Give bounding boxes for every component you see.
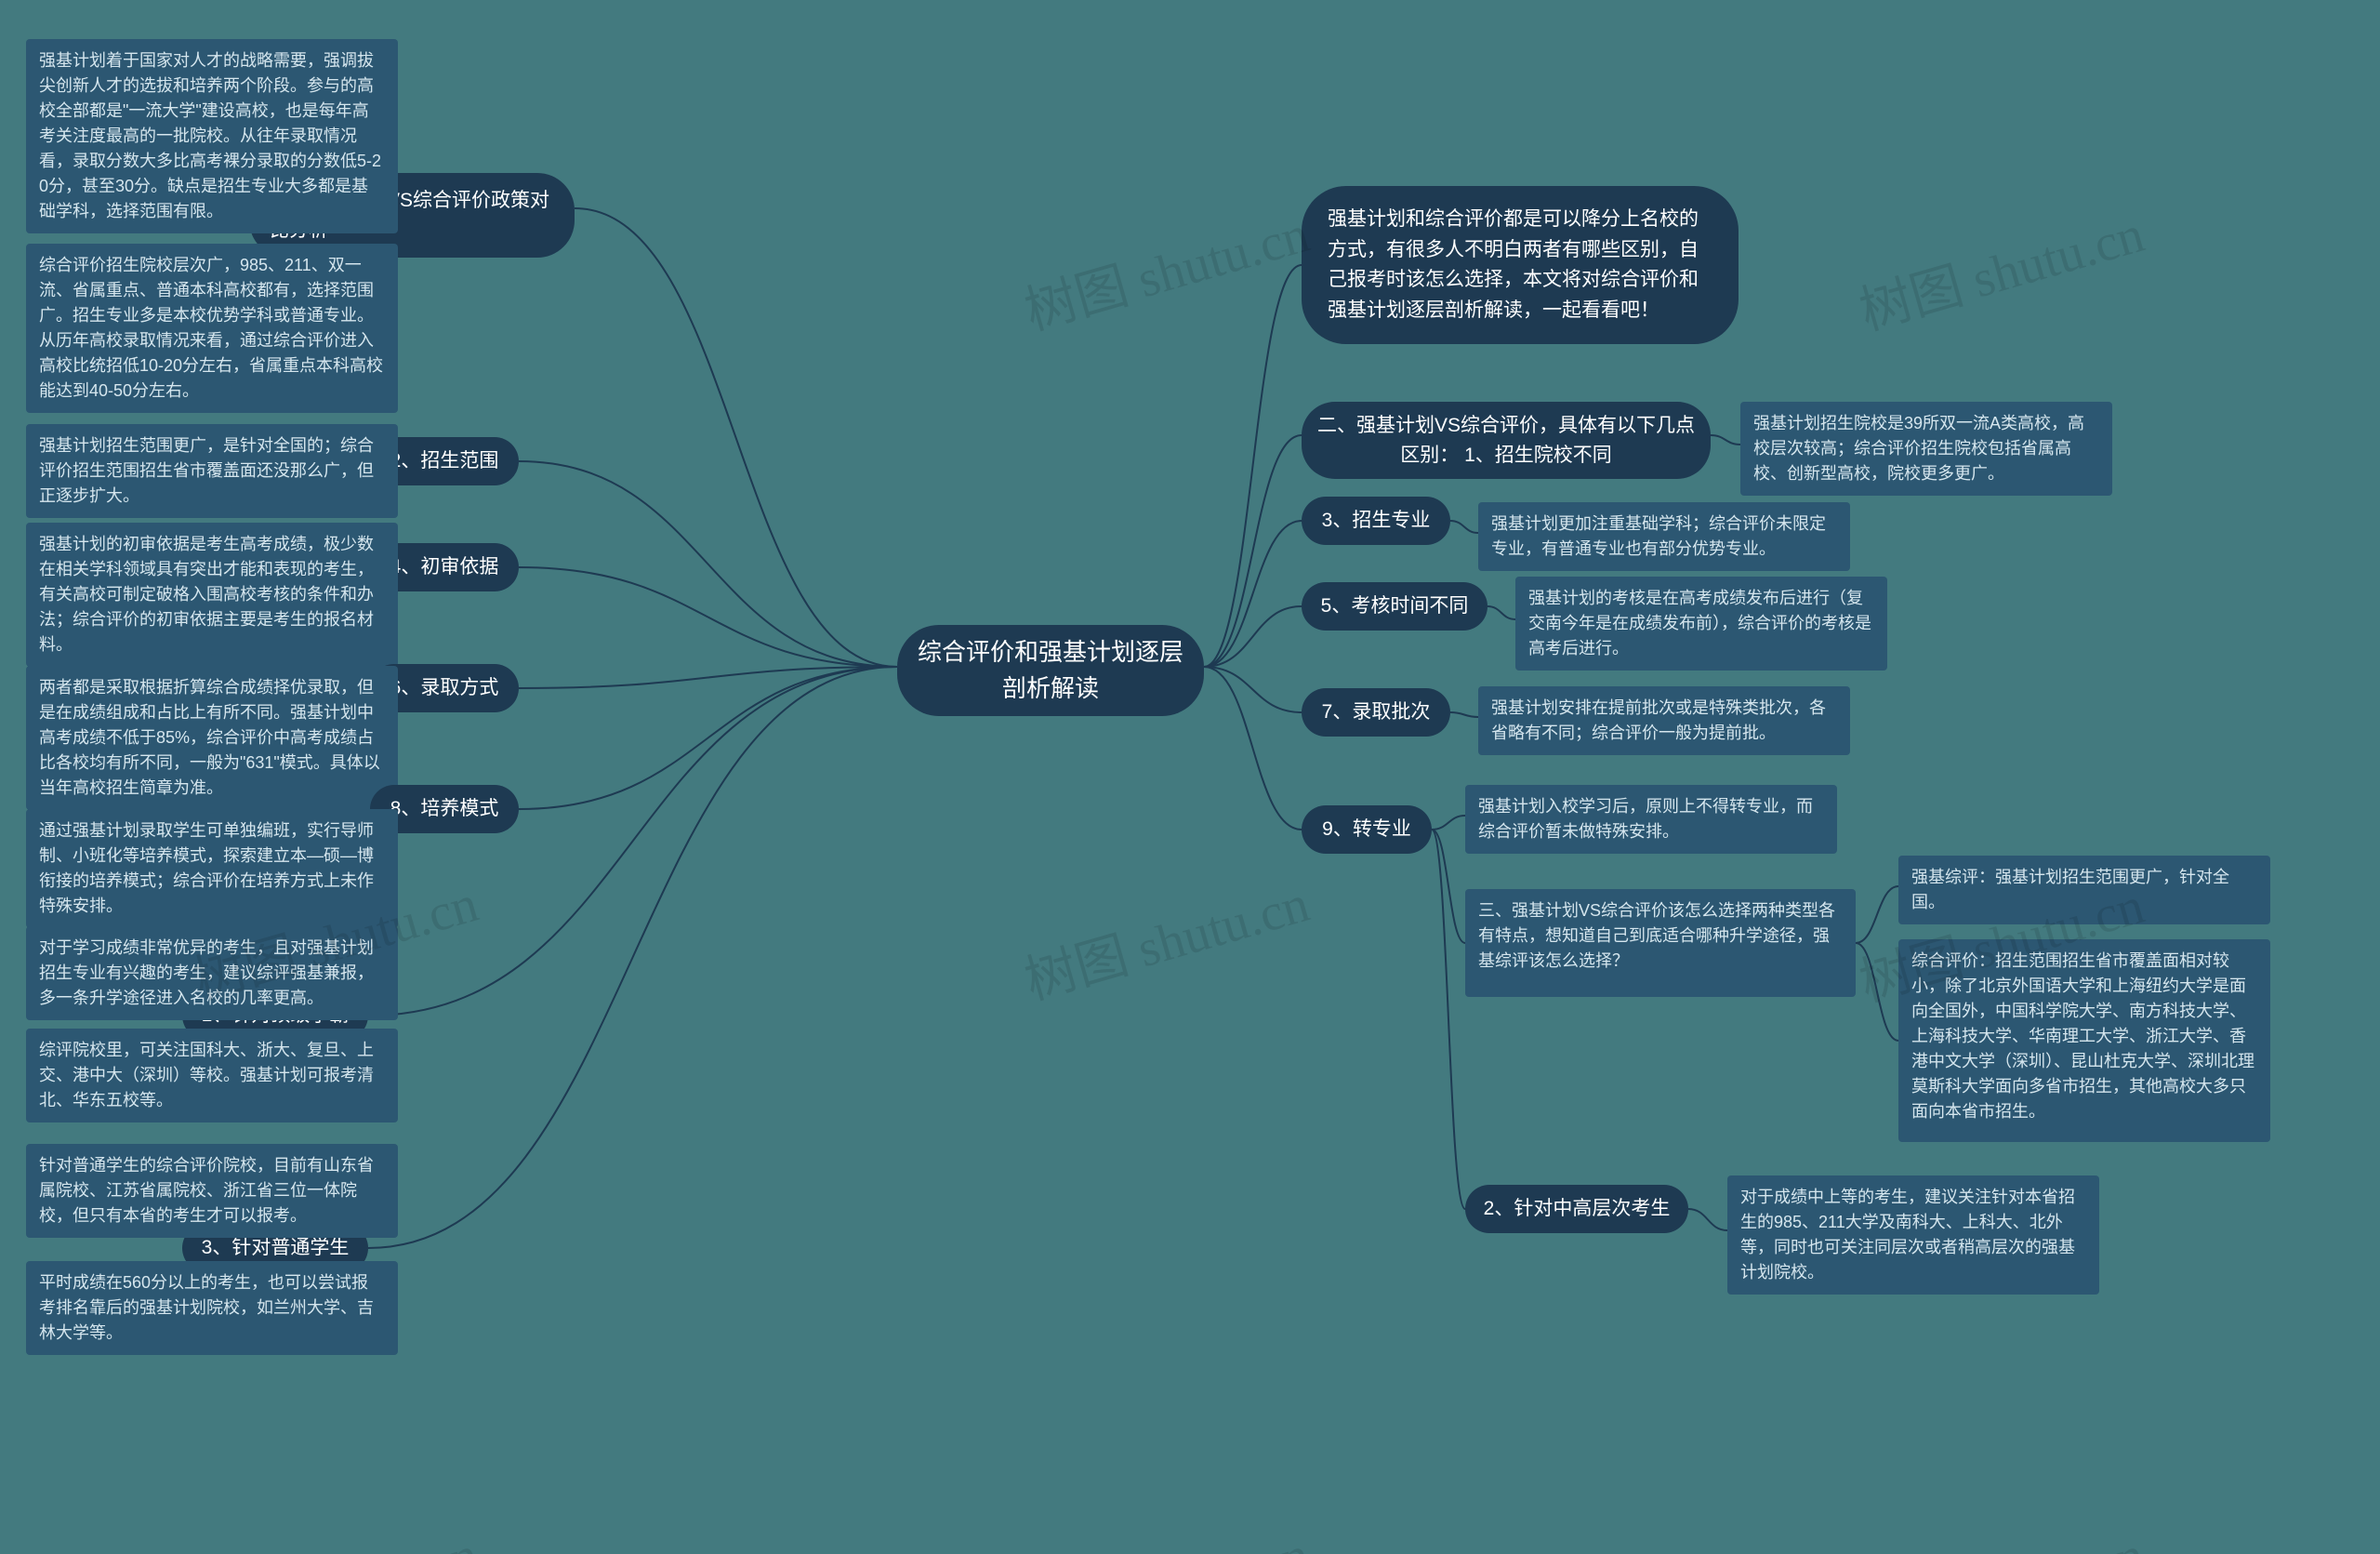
edge [1432, 816, 1465, 830]
edge [1488, 606, 1515, 619]
edge [368, 667, 897, 1016]
leaf-node-b6l1: 对于学习成绩非常优异的考生，且对强基计划招生专业有兴趣的考生，建议综评强基兼报，… [26, 926, 398, 1020]
leaf-node-b1l2: 综合评价招生院校层次广，985、211、双一流、省属重点、普通本科高校都有，选择… [26, 244, 398, 413]
leaf-node-b2l1: 强基计划招生范围更广，是针对全国的；综合评价招生范围招生省市覆盖面还没那么广，但… [26, 424, 398, 518]
edge [1204, 667, 1302, 712]
leaf-node-b7l2: 平时成绩在560分以上的考生，也可以尝试报考排名靠后的强基计划院校，如兰州大学、… [26, 1261, 398, 1355]
branch-node-r2: 3、招生专业 [1302, 497, 1450, 545]
leaf-node-r6l1: 强基综评：强基计划招生范围更广，针对全国。 [1898, 856, 2270, 924]
edge [519, 461, 897, 667]
edge [1450, 521, 1478, 533]
leaf-node-b7l1: 针对普通学生的综合评价院校，目前有山东省属院校、江苏省属院校、浙江省三位一体院校… [26, 1144, 398, 1238]
watermark: 树图 shutu.cn [1015, 193, 1316, 345]
edge [519, 567, 897, 667]
edge [1204, 667, 1302, 830]
watermark: 树图 shutu.cn [184, 1513, 485, 1554]
leaf-node-r6l2: 综合评价：招生范围招生省市覆盖面相对较小，除了北京外国语大学和上海纽约大学是面向… [1898, 939, 2270, 1142]
edge [1432, 830, 1465, 1209]
edge [1688, 1209, 1727, 1230]
watermark: 树图 shutu.cn [1850, 193, 2151, 345]
branch-node-r0: 强基计划和综合评价都是可以降分上名校的方式，有很多人不明白两者有哪些区别，自己报… [1302, 186, 1739, 344]
leaf-node-b1l1: 强基计划着于国家对人才的战略需要，强调拔尖创新人才的选拔和培养两个阶段。参与的高… [26, 39, 398, 233]
leaf-node-b6l2: 综评院校里，可关注国科大、浙大、复旦、上交、港中大（深圳）等校。强基计划可报考清… [26, 1029, 398, 1122]
edge [575, 208, 897, 667]
branch-node-r3: 5、考核时间不同 [1302, 582, 1488, 631]
mindmap-stage: 综合评价和强基计划逐层剖析解读一、强基计划VS综合评价政策对比分析强基计划着于国… [0, 0, 2380, 1554]
watermark: 树图 shutu.cn [1015, 1513, 1316, 1554]
edge [1856, 943, 1898, 1041]
branch-node-r4: 7、录取批次 [1302, 688, 1450, 737]
leaf-node-r1l1: 强基计划招生院校是39所双一流A类高校，高校层次较高；综合评价招生院校包括省属高… [1740, 402, 2112, 496]
edge [1432, 830, 1465, 943]
edge [519, 667, 897, 809]
edge [1856, 886, 1898, 943]
edge [1204, 521, 1302, 667]
branch-node-r7: 2、针对中高层次考生 [1465, 1185, 1688, 1233]
leaf-node-r5l1: 强基计划入校学习后，原则上不得转专业，而综合评价暂未做特殊安排。 [1465, 785, 1837, 854]
edge [519, 667, 897, 688]
leaf-node-r7l1: 对于成绩中上等的考生，建议关注针对本省招生的985、211大学及南科大、上科大、… [1727, 1175, 2099, 1295]
branch-node-r6: 三、强基计划VS综合评价该怎么选择两种类型各有特点，想知道自己到底适合哪种升学途… [1465, 889, 1856, 997]
edge [1711, 435, 1740, 445]
leaf-node-r4l1: 强基计划安排在提前批次或是特殊类批次，各省略有不同；综合评价一般为提前批。 [1478, 686, 1850, 755]
edge [368, 667, 897, 1248]
edge [1204, 606, 1302, 667]
watermark: 树图 shutu.cn [1850, 1513, 2151, 1554]
branch-node-r5: 9、转专业 [1302, 805, 1432, 854]
root-node: 综合评价和强基计划逐层剖析解读 [897, 625, 1204, 716]
leaf-node-r2l1: 强基计划更加注重基础学科；综合评价未限定专业，有普通专业也有部分优势专业。 [1478, 502, 1850, 571]
leaf-node-r3l1: 强基计划的考核是在高考成绩发布后进行（复交南今年是在成绩发布前），综合评价的考核… [1515, 577, 1887, 671]
edge [1450, 712, 1478, 717]
edge [1204, 265, 1302, 667]
leaf-node-b3l1: 强基计划的初审依据是考生高考成绩，极少数在相关学科领域具有突出才能和表现的考生，… [26, 523, 398, 667]
watermark: 树图 shutu.cn [1015, 862, 1316, 1015]
leaf-node-b5l1: 通过强基计划录取学生可单独编班，实行导师制、小班化等培养模式，探索建立本—硕—博… [26, 809, 398, 928]
branch-node-r1: 二、强基计划VS综合评价，具体有以下几点区别： 1、招生院校不同 [1302, 402, 1711, 479]
edge [1204, 435, 1302, 667]
leaf-node-b4l1: 两者都是采取根据折算综合成绩择优录取，但是在成绩组成和占比上有所不同。强基计划中… [26, 666, 398, 810]
